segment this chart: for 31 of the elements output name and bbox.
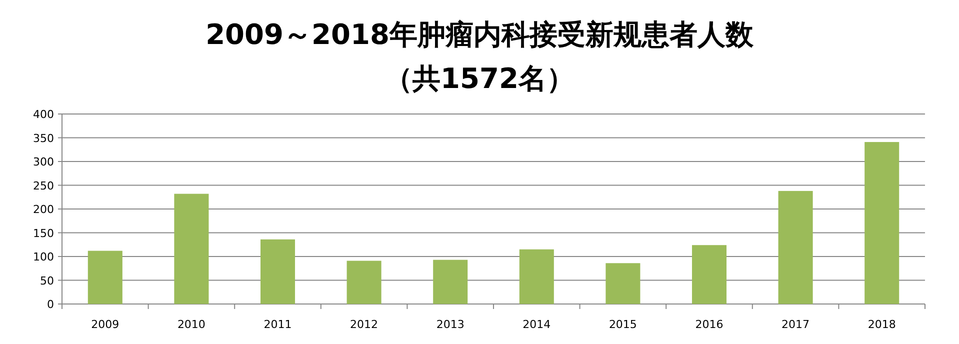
x-tick-label: 2015 (608, 318, 637, 331)
x-tick-label: 2018 (868, 318, 896, 331)
x-tick-label: 2014 (522, 318, 551, 331)
y-tick-label: 350 (33, 132, 54, 145)
bar (778, 190, 813, 304)
bar (519, 249, 554, 304)
bar (433, 260, 468, 304)
y-tick-label: 250 (33, 179, 54, 192)
bar (174, 194, 209, 304)
y-tick-label: 0 (47, 298, 54, 311)
bar (88, 250, 122, 304)
y-tick-label: 100 (33, 250, 54, 264)
bar (692, 245, 727, 304)
y-tick-label: 300 (33, 156, 54, 168)
bar (606, 263, 640, 304)
x-tick-label: 2016 (695, 318, 724, 331)
bar (864, 142, 900, 304)
y-tick-label: 50 (40, 274, 54, 288)
x-tick-label: 2013 (436, 318, 464, 331)
x-tick-label: 2017 (782, 318, 810, 331)
x-tick-label: 2010 (177, 318, 206, 331)
x-tick-label: 2012 (350, 318, 378, 331)
x-tick-label: 2011 (264, 318, 292, 331)
x-tick-label: 2009 (91, 318, 120, 331)
chart-subtitle: （共1572名） (384, 62, 574, 95)
y-tick-label: 150 (33, 226, 54, 240)
y-tick-label: 400 (33, 108, 54, 121)
y-tick-label: 200 (33, 203, 54, 216)
bar (346, 260, 382, 304)
chart-title: 2009～2018年肿瘤内科接受新规患者人数 (206, 18, 754, 51)
bar (260, 239, 296, 304)
